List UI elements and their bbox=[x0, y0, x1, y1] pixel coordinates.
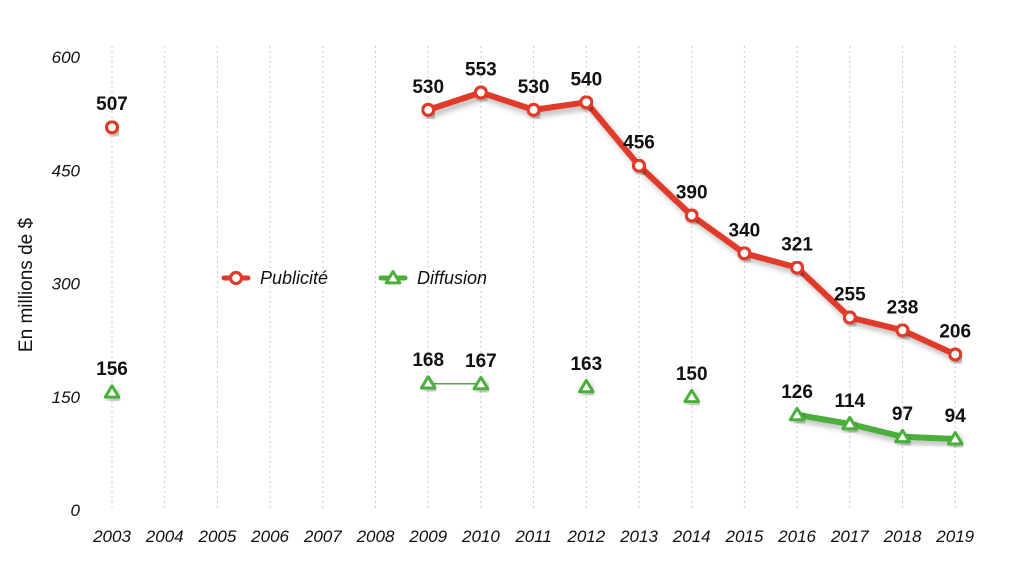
data-label: 114 bbox=[834, 391, 865, 412]
data-point bbox=[946, 431, 964, 446]
legend-label: Diffusion bbox=[417, 268, 487, 288]
data-label: 507 bbox=[96, 94, 128, 115]
data-label: 156 bbox=[96, 359, 128, 380]
data-point bbox=[737, 246, 752, 261]
legend-marker bbox=[384, 270, 402, 285]
legend-marker bbox=[228, 270, 244, 286]
x-tick-label: 2017 bbox=[830, 527, 869, 546]
data-point bbox=[842, 310, 857, 325]
y-tick-label: 300 bbox=[52, 275, 81, 294]
data-label: 206 bbox=[939, 321, 971, 342]
data-point bbox=[684, 208, 699, 223]
y-tick-label: 0 bbox=[71, 501, 81, 520]
data-point bbox=[841, 415, 859, 431]
x-tick-label: 2004 bbox=[145, 527, 184, 546]
x-tick-label: 2008 bbox=[356, 527, 395, 546]
data-point bbox=[103, 384, 121, 399]
y-axis-label: En millions de $ bbox=[16, 218, 37, 353]
x-tick-label: 2012 bbox=[566, 527, 605, 546]
legend-label: Publicité bbox=[260, 268, 328, 288]
data-point bbox=[526, 102, 541, 117]
data-label: 540 bbox=[570, 69, 602, 90]
data-label: 167 bbox=[465, 351, 497, 372]
data-point bbox=[948, 347, 963, 362]
x-tick-label: 2003 bbox=[92, 527, 131, 546]
data-label: 97 bbox=[892, 404, 913, 425]
data-point bbox=[579, 95, 594, 110]
data-label: 150 bbox=[676, 364, 708, 385]
x-axis-ticks: 2003 2004 2005 2006 2007 2008 2009 2010 2011 2012… bbox=[92, 527, 975, 546]
x-tick-label: 2006 bbox=[250, 527, 289, 546]
y-tick-label: 600 bbox=[52, 48, 81, 67]
data-point bbox=[472, 375, 490, 391]
data-label: 530 bbox=[518, 77, 550, 98]
data-label: 238 bbox=[887, 297, 919, 318]
data-label: 390 bbox=[676, 183, 708, 204]
series-diffusion: 156 168 167 163 150 126 114 97 94 bbox=[96, 350, 967, 446]
data-point bbox=[419, 375, 437, 390]
data-point bbox=[683, 388, 701, 404]
data-label: 530 bbox=[412, 77, 444, 98]
y-axis-ticks: 0 150 300 450 600 bbox=[52, 48, 81, 520]
y-tick-label: 450 bbox=[52, 161, 81, 180]
data-label: 321 bbox=[781, 235, 813, 256]
data-point bbox=[421, 102, 436, 117]
data-label: 456 bbox=[623, 133, 655, 154]
x-tick-label: 2018 bbox=[883, 527, 922, 546]
data-point bbox=[789, 260, 805, 275]
data-point bbox=[577, 378, 595, 394]
data-label: 163 bbox=[570, 354, 602, 375]
x-tick-label: 2014 bbox=[672, 527, 711, 546]
x-tick-label: 2019 bbox=[935, 527, 974, 546]
data-label: 255 bbox=[834, 284, 866, 305]
data-label: 553 bbox=[465, 59, 497, 80]
series-line bbox=[425, 380, 484, 387]
x-tick-label: 2013 bbox=[619, 527, 658, 546]
x-tick-label: 2016 bbox=[777, 527, 816, 546]
legend-item: Diffusion bbox=[378, 268, 487, 288]
data-point bbox=[104, 120, 120, 135]
data-point bbox=[631, 158, 647, 173]
x-tick-label: 2010 bbox=[461, 527, 500, 546]
data-label: 340 bbox=[729, 220, 761, 241]
data-label: 94 bbox=[945, 406, 967, 427]
data-label: 126 bbox=[781, 382, 813, 403]
x-tick-label: 2011 bbox=[514, 527, 552, 546]
series-line bbox=[794, 411, 959, 443]
x-tick-label: 2009 bbox=[408, 527, 447, 546]
legend: Publicité Diffusion bbox=[221, 268, 487, 288]
data-point bbox=[788, 406, 806, 422]
x-tick-label: 2005 bbox=[197, 527, 236, 546]
data-point bbox=[473, 85, 488, 100]
x-tick-label: 2015 bbox=[724, 527, 763, 546]
series-publicite: 507 530 553 530 540 456 390 340 321 255 238 206 bbox=[96, 59, 971, 362]
data-point bbox=[894, 428, 911, 444]
legend-item: Publicité bbox=[221, 268, 328, 288]
x-tick-label: 2007 bbox=[303, 527, 342, 546]
y-tick-label: 150 bbox=[52, 388, 81, 407]
data-label: 168 bbox=[412, 350, 444, 371]
data-point bbox=[895, 323, 910, 338]
